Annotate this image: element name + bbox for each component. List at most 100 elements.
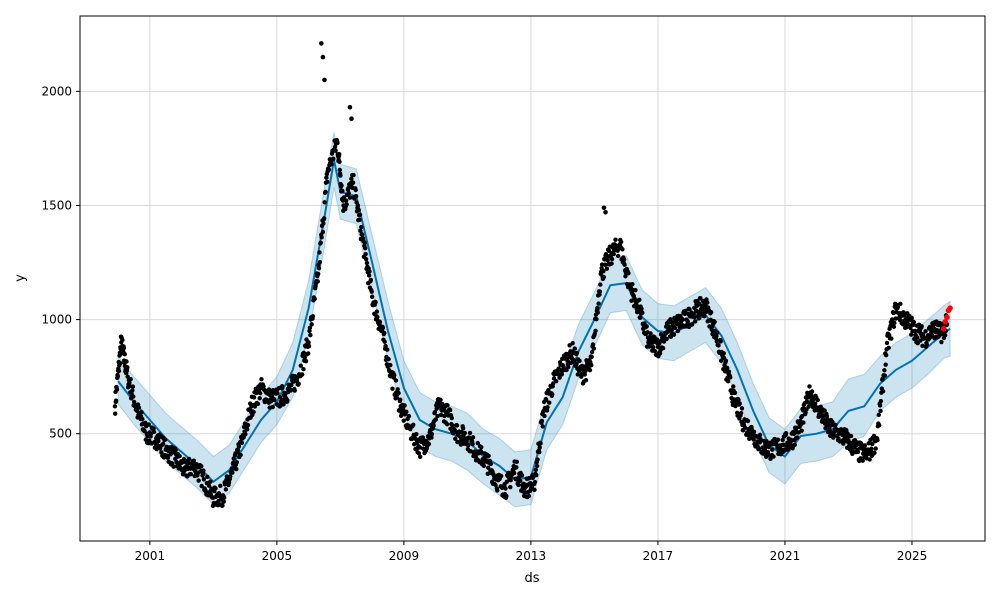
observed-point [876,412,881,418]
observed-point [382,330,387,336]
observed-point [537,445,542,450]
observed-point [414,432,419,437]
observed-point [889,336,894,341]
observed-point [449,415,455,421]
observed-point [435,413,440,419]
observed-point [757,432,763,438]
observed-point [243,432,248,437]
observed-point [338,173,343,178]
observed-point [315,279,320,284]
observed-point [878,408,883,414]
observed-point [359,224,364,230]
observed-point [875,437,880,443]
x-tick-label: 2021 [770,549,801,563]
observed-point [320,229,326,235]
observed-point [702,313,707,319]
observed-spike-point [322,77,327,83]
observed-point [244,427,250,432]
observed-point [604,266,610,271]
observed-point [337,167,343,173]
observed-point [257,395,262,401]
observed-point [213,486,218,491]
observed-point [442,413,447,419]
observed-point [238,452,243,458]
observed-point [306,340,311,345]
observed-point [514,459,519,465]
observed-point [621,257,627,262]
observed-point [163,437,168,442]
observed-point [406,413,412,419]
observed-point [689,322,695,327]
observed-point [112,404,118,409]
observed-point [594,317,599,322]
observed-point [323,189,328,195]
observed-point [146,422,152,427]
y-tick-label: 1500 [41,198,72,212]
observed-point [503,486,508,491]
observed-point [733,403,738,409]
observed-point [514,465,519,470]
observed-point [912,328,918,334]
observed-point [299,372,305,377]
observed-point [540,424,545,429]
observed-point [550,392,555,397]
observed-point [309,322,314,327]
observed-point [177,453,182,459]
observed-point [356,207,361,213]
observed-point [878,398,884,404]
observed-point [332,144,338,150]
observed-point [362,240,367,245]
observed-point [644,324,649,329]
observed-point [393,378,399,383]
highlight-point [940,325,947,332]
observed-point [394,395,400,401]
observed-point [602,262,608,267]
observed-point [527,475,532,481]
observed-point [125,374,130,379]
observed-point [257,390,263,396]
observed-point [726,369,732,374]
observed-point [732,390,738,396]
observed-point [553,378,559,384]
observed-point [655,344,661,350]
observed-point [650,345,656,350]
observed-point [869,446,874,451]
observed-point [131,399,137,405]
observed-point [367,269,372,274]
observed-point [114,387,120,392]
observed-point [866,441,872,446]
observed-point [322,216,327,221]
x-axis: 2001 2005 2009 2013 2017 2021 2025 [135,541,927,563]
observed-point [220,503,225,508]
observed-point [339,183,344,188]
observed-point [880,389,886,394]
observed-point [467,430,473,436]
observed-point [306,343,312,349]
observed-point [289,382,294,388]
observed-point [315,271,321,277]
observed-point [259,377,264,382]
observed-point [470,435,476,440]
observed-point [392,373,397,378]
observed-point [691,311,697,316]
highlight-point [942,319,949,325]
observed-point [714,334,719,339]
observed-point [363,256,369,262]
observed-point [657,351,663,356]
observed-point [486,453,491,459]
observed-point [698,296,703,301]
observed-point [347,195,353,200]
observed-point [357,217,362,223]
observed-point [333,148,338,153]
observed-point [609,261,614,266]
observed-point [792,442,797,447]
observed-point [205,474,210,480]
observed-point [597,289,603,294]
observed-point [639,306,644,311]
observed-point [889,317,895,322]
observed-point [223,487,229,492]
observed-point [128,376,133,382]
observed-point [718,358,724,363]
observed-point [873,446,878,451]
